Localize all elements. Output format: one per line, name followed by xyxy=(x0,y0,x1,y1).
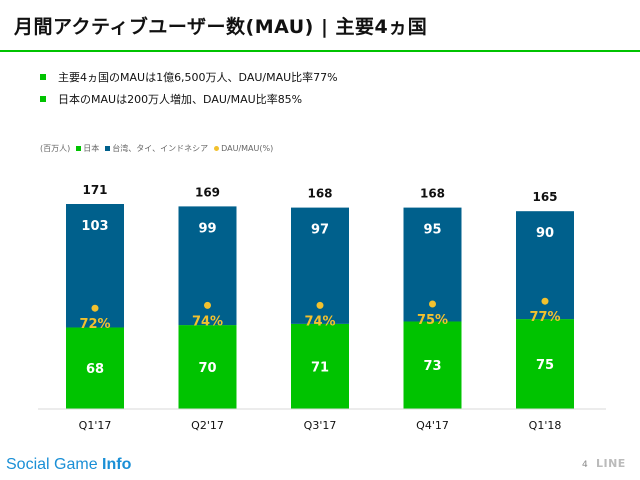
bar-segment-japan xyxy=(291,323,349,409)
total-label: 169 xyxy=(195,185,220,199)
bullet-marker-icon xyxy=(40,74,46,80)
dau-mau-point xyxy=(541,297,549,305)
bullet-item: 主要4ヵ国のMAUは1億6,500万人、DAU/MAU比率77% xyxy=(40,66,338,88)
legend-label-japan: 日本 xyxy=(83,144,100,153)
dau-mau-label: 74% xyxy=(192,314,223,329)
bullet-text: 主要4ヵ国のMAUは1億6,500万人、DAU/MAU比率77% xyxy=(58,71,338,84)
dau-mau-point xyxy=(316,301,324,309)
value-label-japan: 70 xyxy=(198,361,216,376)
legend-swatch-dau-mau xyxy=(214,146,220,151)
legend-label-overseas: 台湾、タイ、インドネシア xyxy=(112,144,209,153)
dau-mau-label: 72% xyxy=(79,317,110,332)
bullet-item: 日本のMAUは200万人増加、DAU/MAU比率85% xyxy=(40,88,338,110)
legend-swatch-overseas xyxy=(105,146,111,151)
dau-mau-point xyxy=(204,301,211,309)
logo-text-regular: Social Game xyxy=(6,456,103,473)
logo-text-bold: Info xyxy=(102,456,132,473)
legend-unit: (百万人) xyxy=(40,144,71,153)
legend-label-dau-mau: DAU/MAU(%) xyxy=(221,144,274,153)
value-label-overseas: 95 xyxy=(423,223,441,238)
dau-mau-label: 77% xyxy=(529,310,560,325)
dau-mau-label: 75% xyxy=(417,313,448,328)
bullet-text: 日本のMAUは200万人増加、DAU/MAU比率85% xyxy=(58,93,303,106)
summary-bullets: 主要4ヵ国のMAUは1億6,500万人、DAU/MAU比率77% 日本のMAUは… xyxy=(40,66,338,110)
value-label-overseas: 90 xyxy=(536,226,554,241)
total-label: 171 xyxy=(82,183,107,197)
value-label-japan: 68 xyxy=(86,362,104,377)
legend-item-japan: 日本 xyxy=(76,143,99,154)
bar-segment-japan xyxy=(516,319,574,409)
value-label-japan: 75 xyxy=(536,358,554,373)
total-label: 168 xyxy=(420,187,445,201)
x-tick-label: Q1'18 xyxy=(529,419,562,432)
bullet-marker-icon xyxy=(40,96,46,102)
x-tick-label: Q3'17 xyxy=(304,419,337,432)
bar-segment-japan xyxy=(66,327,124,409)
legend-swatch-japan xyxy=(76,146,82,151)
legend-item-overseas: 台湾、タイ、インドネシア xyxy=(105,143,208,154)
total-label: 165 xyxy=(532,190,557,204)
dau-mau-label: 74% xyxy=(304,314,335,329)
line-brand-logo: LINE xyxy=(596,457,626,470)
value-label-japan: 73 xyxy=(423,359,441,374)
x-tick-label: Q1'17 xyxy=(79,419,112,432)
page-title: 月間アクティブユーザー数(MAU) | 主要4ヵ国 xyxy=(14,16,428,38)
title-underline xyxy=(0,50,640,52)
social-game-info-logo: Social Game Info xyxy=(6,456,131,474)
value-label-overseas: 103 xyxy=(81,219,108,234)
x-tick-label: Q4'17 xyxy=(416,419,449,432)
chart-legend: (百万人) 日本 台湾、タイ、インドネシア DAU/MAU(%) xyxy=(40,143,279,154)
bar-segment-japan xyxy=(403,321,462,409)
dau-mau-point xyxy=(429,300,436,308)
bar-segment-japan xyxy=(178,325,237,409)
page-number: 4 xyxy=(582,460,588,470)
total-label: 168 xyxy=(307,187,332,201)
value-label-japan: 71 xyxy=(311,360,329,375)
x-tick-label: Q2'17 xyxy=(191,419,224,432)
value-label-overseas: 97 xyxy=(311,223,329,238)
legend-item-dau-mau: DAU/MAU(%) xyxy=(214,144,273,153)
dau-mau-point xyxy=(91,304,99,312)
value-label-overseas: 99 xyxy=(198,221,216,236)
